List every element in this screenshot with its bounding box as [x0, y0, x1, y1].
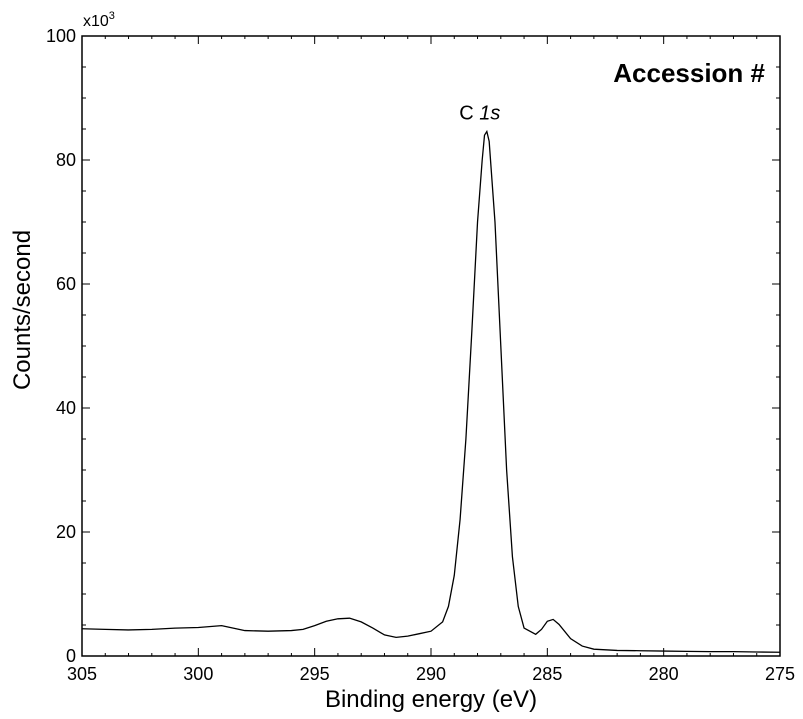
x-tick-label: 285	[532, 664, 562, 684]
x-tick-label: 295	[300, 664, 330, 684]
y-tick-label: 80	[56, 150, 76, 170]
y-axis-title: Counts/second	[9, 230, 36, 390]
y-tick-label: 40	[56, 398, 76, 418]
x-axis-ticks: 305 300 295 290 285 280 275	[67, 36, 795, 684]
x-tick-label: 275	[765, 664, 795, 684]
x-tick-label: 300	[183, 664, 213, 684]
x-axis-title: Binding energy (eV)	[325, 686, 537, 713]
y-axis-ticks: 0 20 40 60 80 100	[46, 26, 780, 666]
y-tick-label: 0	[66, 646, 76, 666]
y-tick-label: 100	[46, 26, 76, 46]
x-tick-label: 280	[649, 664, 679, 684]
y-tick-label: 20	[56, 522, 76, 542]
y-multiplier-label: x103	[83, 10, 115, 30]
chart-title: Accession #	[613, 58, 765, 88]
plot-frame	[81, 35, 781, 657]
peak-annotation: C 1s	[459, 103, 500, 125]
x-tick-label: 305	[67, 664, 97, 684]
spectrum-line	[81, 129, 781, 653]
x-tick-label: 290	[416, 664, 446, 684]
y-tick-label: 60	[56, 274, 76, 294]
